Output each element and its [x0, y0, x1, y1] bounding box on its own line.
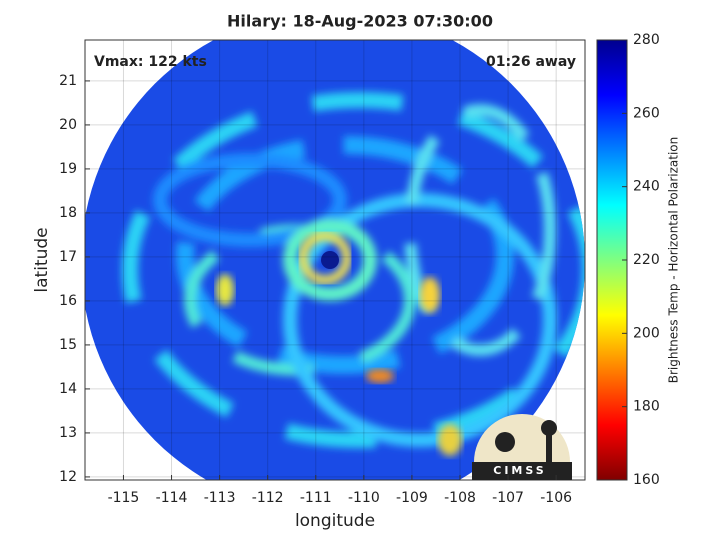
- colorbar-tick-label: 180: [633, 399, 660, 415]
- colorbar-tick-label: 260: [633, 105, 660, 121]
- y-tick-label: 19: [59, 161, 77, 177]
- annotation: 01:26 away: [486, 54, 576, 70]
- cimss-logo: CIMSS: [472, 414, 572, 480]
- colorbar-tick-label: 160: [633, 472, 660, 488]
- y-tick-label: 20: [59, 117, 77, 133]
- x-tick-label: -109: [396, 490, 428, 506]
- y-tick-label: 18: [59, 205, 77, 221]
- annotation: Vmax: 122 kts: [94, 54, 207, 70]
- y-tick-label: 13: [59, 425, 77, 441]
- x-tick-label: -113: [204, 490, 236, 506]
- imagery: [85, 40, 585, 480]
- colorbar-tick-label: 220: [633, 252, 660, 268]
- colorbar-label: Brightness Temp - Horizontal Polarizatio…: [667, 137, 681, 384]
- x-tick-label: -110: [348, 490, 380, 506]
- y-tick-label: 12: [59, 469, 77, 485]
- plot-frame: [84, 39, 586, 481]
- x-tick-label: -112: [252, 490, 284, 506]
- x-tick-label: -108: [444, 490, 476, 506]
- colorbar-tick-label: 200: [633, 325, 660, 341]
- y-axis-label: latitude: [32, 227, 52, 292]
- y-tick-label: 21: [59, 73, 77, 89]
- x-tick-label: -106: [540, 490, 572, 506]
- y-tick-label: 16: [59, 293, 77, 309]
- x-tick-label: -107: [492, 490, 524, 506]
- chart-title: Hilary: 18-Aug-2023 07:30:00: [227, 12, 493, 31]
- y-tick-label: 15: [59, 337, 77, 353]
- logo-text: CIMSS: [493, 464, 546, 477]
- y-tick-label: 14: [59, 381, 77, 397]
- colorbar-tick-label: 280: [633, 32, 660, 48]
- x-tick-label: -115: [108, 490, 140, 506]
- x-axis-label: longitude: [295, 511, 375, 531]
- colorbar-tick-label: 240: [633, 179, 660, 195]
- x-tick-label: -114: [156, 490, 188, 506]
- y-tick-label: 17: [59, 249, 77, 265]
- x-tick-label: -111: [300, 490, 332, 506]
